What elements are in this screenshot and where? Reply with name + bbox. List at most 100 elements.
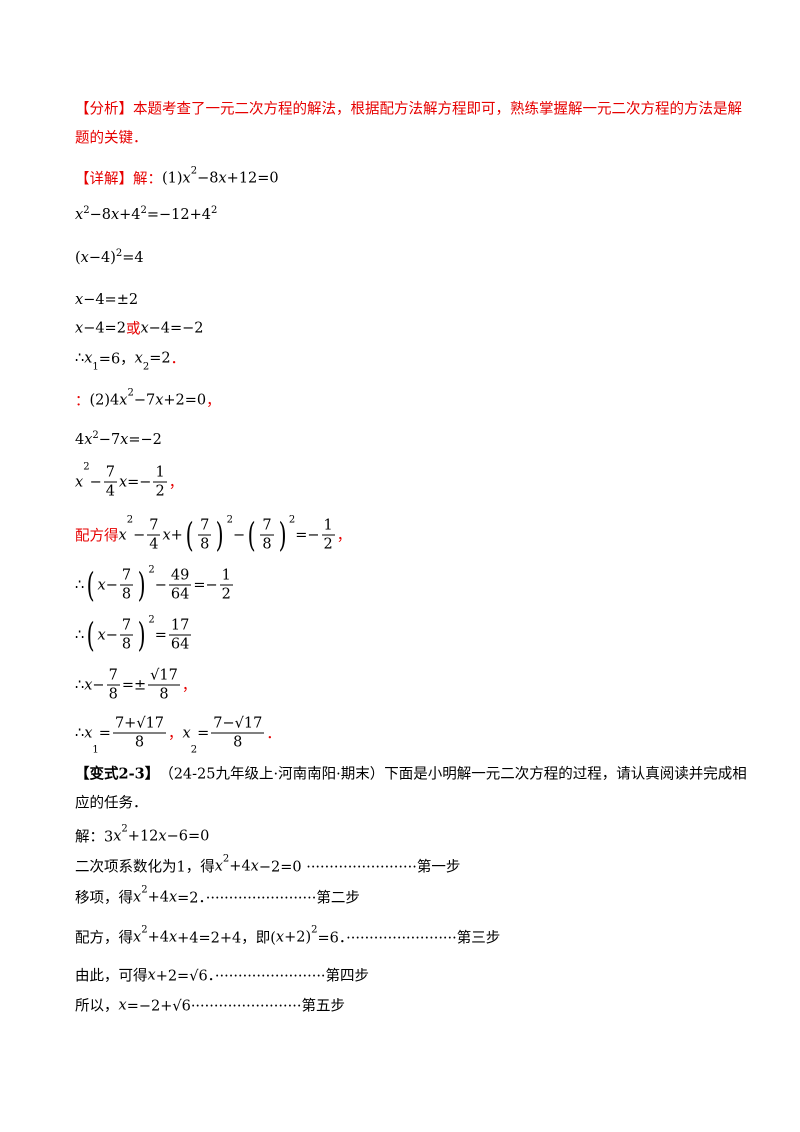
numerator: 1 [153, 464, 167, 483]
text: − [232, 527, 246, 543]
numerator: 7 [119, 567, 134, 586]
variable: x [140, 320, 149, 336]
text: ( [75, 250, 81, 266]
text-line: 由此，可得 x +2=√6．························第四步 [75, 965, 369, 986]
text: =− [193, 577, 218, 593]
text: −4=2 [83, 320, 126, 336]
text: =2 [149, 350, 171, 366]
denominator: 64 [170, 636, 190, 653]
text: −6=0 [166, 828, 210, 844]
denominator: 8 [159, 686, 169, 703]
parenthesis: ) [137, 565, 146, 605]
text-line: 题的关键． [75, 127, 148, 148]
text: +4 [229, 858, 251, 874]
superscript: 2 [311, 924, 318, 936]
red-text: 【详解】解： [75, 171, 162, 188]
variable: x [75, 474, 84, 490]
variable: x [110, 207, 120, 223]
variable: x [84, 677, 93, 693]
subscript: 1 [92, 744, 99, 756]
variable: x [155, 392, 164, 408]
text-line: 配方，得 x 2 +4 x +4=2+4，即(x +2) 2 =6．··············… [75, 924, 500, 948]
red-text: ， [168, 726, 183, 743]
text: −7 [133, 392, 156, 408]
superscript: 2 [126, 514, 134, 526]
text: +4 [147, 889, 169, 905]
fraction: 49 64 [168, 567, 192, 604]
text: ∴ [75, 627, 85, 643]
text-line: 解：3 x 2 +12 x −6=0 [75, 824, 210, 847]
text: 由此，可得 [75, 968, 148, 985]
text: − [89, 474, 102, 490]
text: +2=√6．························第四步 [155, 968, 370, 985]
variable: x [168, 889, 178, 905]
text-line: ∴(x −7 8) 2−49 64 =− 1 2 [75, 565, 235, 605]
text: −4=±2 [83, 292, 139, 308]
numerator: 7 [198, 517, 212, 536]
text: − [133, 527, 146, 543]
variable: x [113, 828, 122, 844]
variable: x [80, 250, 89, 266]
variable: x [275, 929, 285, 945]
text-line: (x −4) 2 =4 [75, 248, 144, 266]
text: +4 [147, 929, 169, 945]
numerator: 7 [147, 517, 161, 536]
variable: x [133, 889, 142, 905]
variable: x [75, 292, 84, 308]
text: −8 [89, 207, 111, 223]
superscript: 2 [115, 248, 123, 259]
red-text: ． [266, 726, 281, 743]
text: =2．························第二步 [177, 890, 360, 907]
variable: x [119, 392, 128, 408]
superscript: 2 [141, 924, 148, 936]
variable: x [118, 527, 127, 543]
parenthesis: ) [137, 615, 146, 655]
superscript: 2 [190, 165, 198, 177]
text: = [98, 725, 111, 741]
text: ∴ [75, 350, 85, 366]
text-line: x −4=±2 [75, 292, 138, 308]
parenthesis: ( [86, 615, 95, 655]
numerator: 7 [103, 464, 117, 483]
variable: x [214, 858, 223, 874]
red-text: ， [336, 528, 352, 545]
fraction: 7−√17 8 [211, 715, 265, 752]
denominator: 8 [233, 734, 243, 751]
numerator: 1 [219, 567, 233, 586]
numerator: 7−√17 [211, 715, 265, 734]
text: ∴ [75, 677, 85, 693]
numerator: 17 [168, 617, 192, 636]
text-line: x 2 −8 x +4 2 =−12+4 2 [75, 205, 217, 223]
text: −7 [98, 432, 121, 448]
text-line: 所以， x =−2+√6························第五步 [75, 995, 345, 1016]
denominator: 2 [323, 536, 333, 553]
text: ∴ [75, 577, 85, 593]
text-line: 【分析】本题考查了一元二次方程的解法，根据配方法解方程即可，熟练掌握解一元二次方… [75, 98, 742, 119]
parenthesis: ( [86, 565, 95, 605]
superscript: 2 [288, 514, 296, 526]
text: 移项，得 [75, 890, 133, 907]
text-line: 4 x 2 −7 x =−2 [75, 430, 162, 448]
numerator: 1 [321, 517, 335, 536]
red-text: 【分析】本题考查了一元二次方程的解法，根据配方法解方程即可，熟练掌握解一元二次方… [75, 101, 742, 118]
numerator: 7 [260, 517, 274, 536]
text-line: 【详解】解： (1) x 2 −8 x +12=0 [75, 165, 279, 189]
text: =± [121, 677, 147, 693]
denominator: 64 [170, 586, 190, 603]
variable: x [118, 997, 127, 1013]
denominator: 2 [155, 483, 165, 500]
red-text: ： [75, 393, 90, 410]
text-line: 配方得 x 2−7 4 x +(7 8) 2−(7 8) 2 =− 1 2， [75, 514, 352, 554]
variable: x [84, 432, 93, 448]
variable: x [84, 725, 93, 741]
text: −4) [88, 250, 116, 266]
superscript: 2 [148, 614, 155, 626]
text: =6， [98, 351, 135, 368]
text: − [105, 627, 118, 643]
text-line: 移项，得 x 2 +4 x =2．························第二步 [75, 885, 360, 908]
